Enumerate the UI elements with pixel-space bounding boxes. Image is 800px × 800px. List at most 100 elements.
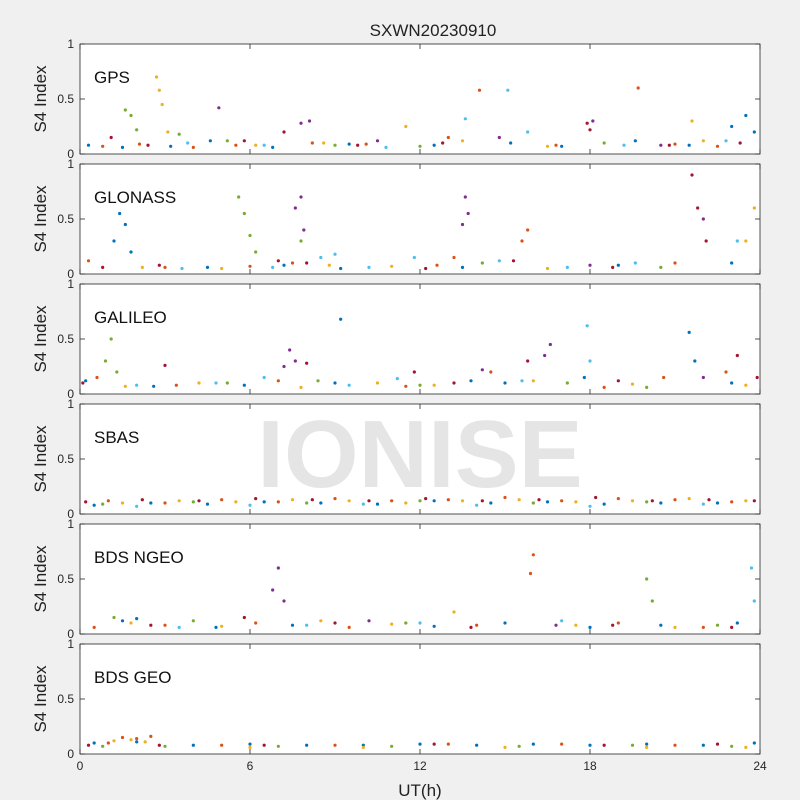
data-point [293,206,297,210]
data-point [375,502,380,506]
series-1 [95,370,728,389]
series-0 [120,617,739,630]
data-point [197,381,201,385]
data-point [333,621,337,625]
data-point [673,498,677,502]
y-tick-label: 1 [67,277,74,291]
y-tick-label: 0 [67,747,74,761]
data-point [180,266,184,271]
data-point [290,261,295,265]
data-point [480,368,484,372]
series-6 [109,121,742,147]
data-point [418,621,422,625]
data-point [645,745,649,750]
data-point [588,128,592,132]
series-3 [101,743,734,748]
data-point [143,740,147,744]
data-point [441,141,445,145]
data-point [205,502,210,506]
data-point [271,588,275,592]
data-point [560,742,564,746]
data-point [503,745,507,750]
data-point [356,143,360,147]
data-point [752,741,756,745]
data-point [225,139,229,143]
data-point [163,744,167,748]
data-point [424,497,428,501]
y-tick-label: 1 [67,517,74,531]
x-tick-label: 6 [247,759,254,773]
data-point [730,625,734,630]
data-point [242,211,246,216]
data-point [418,383,422,387]
y-tick-label: 0.5 [57,572,74,586]
data-point [554,623,558,627]
data-point [460,265,465,269]
data-point [384,145,388,149]
x-tick-label: 18 [583,759,597,773]
data-point [234,500,238,504]
data-point [477,88,482,92]
series-5 [186,88,728,149]
data-point [701,217,705,221]
data-point [305,261,309,265]
data-point [602,502,606,506]
data-point [319,501,323,505]
data-point [424,266,428,271]
data-point [673,261,677,265]
data-point [432,624,436,628]
data-point [177,499,181,503]
data-point [333,743,337,747]
data-point [225,381,229,385]
data-point [565,381,569,385]
x-tick-label: 12 [413,759,427,773]
series-1 [106,734,677,747]
series-2 [154,75,705,148]
data-point [752,599,756,603]
panels: 0 0.5 1 S4 Index GPS 0 0.5 1 S4 Index GLONASS 0 0.5… [31,37,767,773]
data-point [390,499,394,503]
data-point [129,738,133,742]
series-6 [149,615,734,630]
data-point [276,566,280,570]
series-5 [180,239,739,271]
data-point [475,743,479,747]
data-point [582,375,586,380]
data-point [299,121,303,125]
data-point [744,499,748,503]
data-point [305,501,309,505]
data-point [715,623,720,627]
data-point [412,255,416,260]
series-2 [120,497,748,505]
data-point [404,384,408,388]
data-point [636,86,640,90]
data-point [469,379,473,383]
data-point [588,359,592,363]
series-1 [101,86,720,149]
data-point [531,501,535,505]
panel-label: BDS GEO [94,668,171,687]
series-0 [92,499,720,507]
data-point [395,377,399,381]
data-point [149,501,153,505]
y-tick-label: 0.5 [57,92,74,106]
data-point [715,144,720,148]
data-point [463,117,467,121]
panel-sbas: 0 0.5 1 S4 Index SBAS [31,397,761,521]
data-point [140,265,144,269]
data-point [248,264,252,268]
panel-label: SBAS [94,428,139,447]
data-point [276,500,280,504]
data-point [302,228,306,232]
data-point [463,195,467,199]
data-point [687,497,691,501]
series-0 [84,317,734,388]
data-point [460,499,465,503]
series-4 [103,337,649,389]
data-point [659,623,663,627]
data-point [375,139,380,143]
panel-label: GPS [94,68,130,87]
data-point [169,144,173,148]
data-point [715,742,720,746]
data-point [191,500,195,504]
